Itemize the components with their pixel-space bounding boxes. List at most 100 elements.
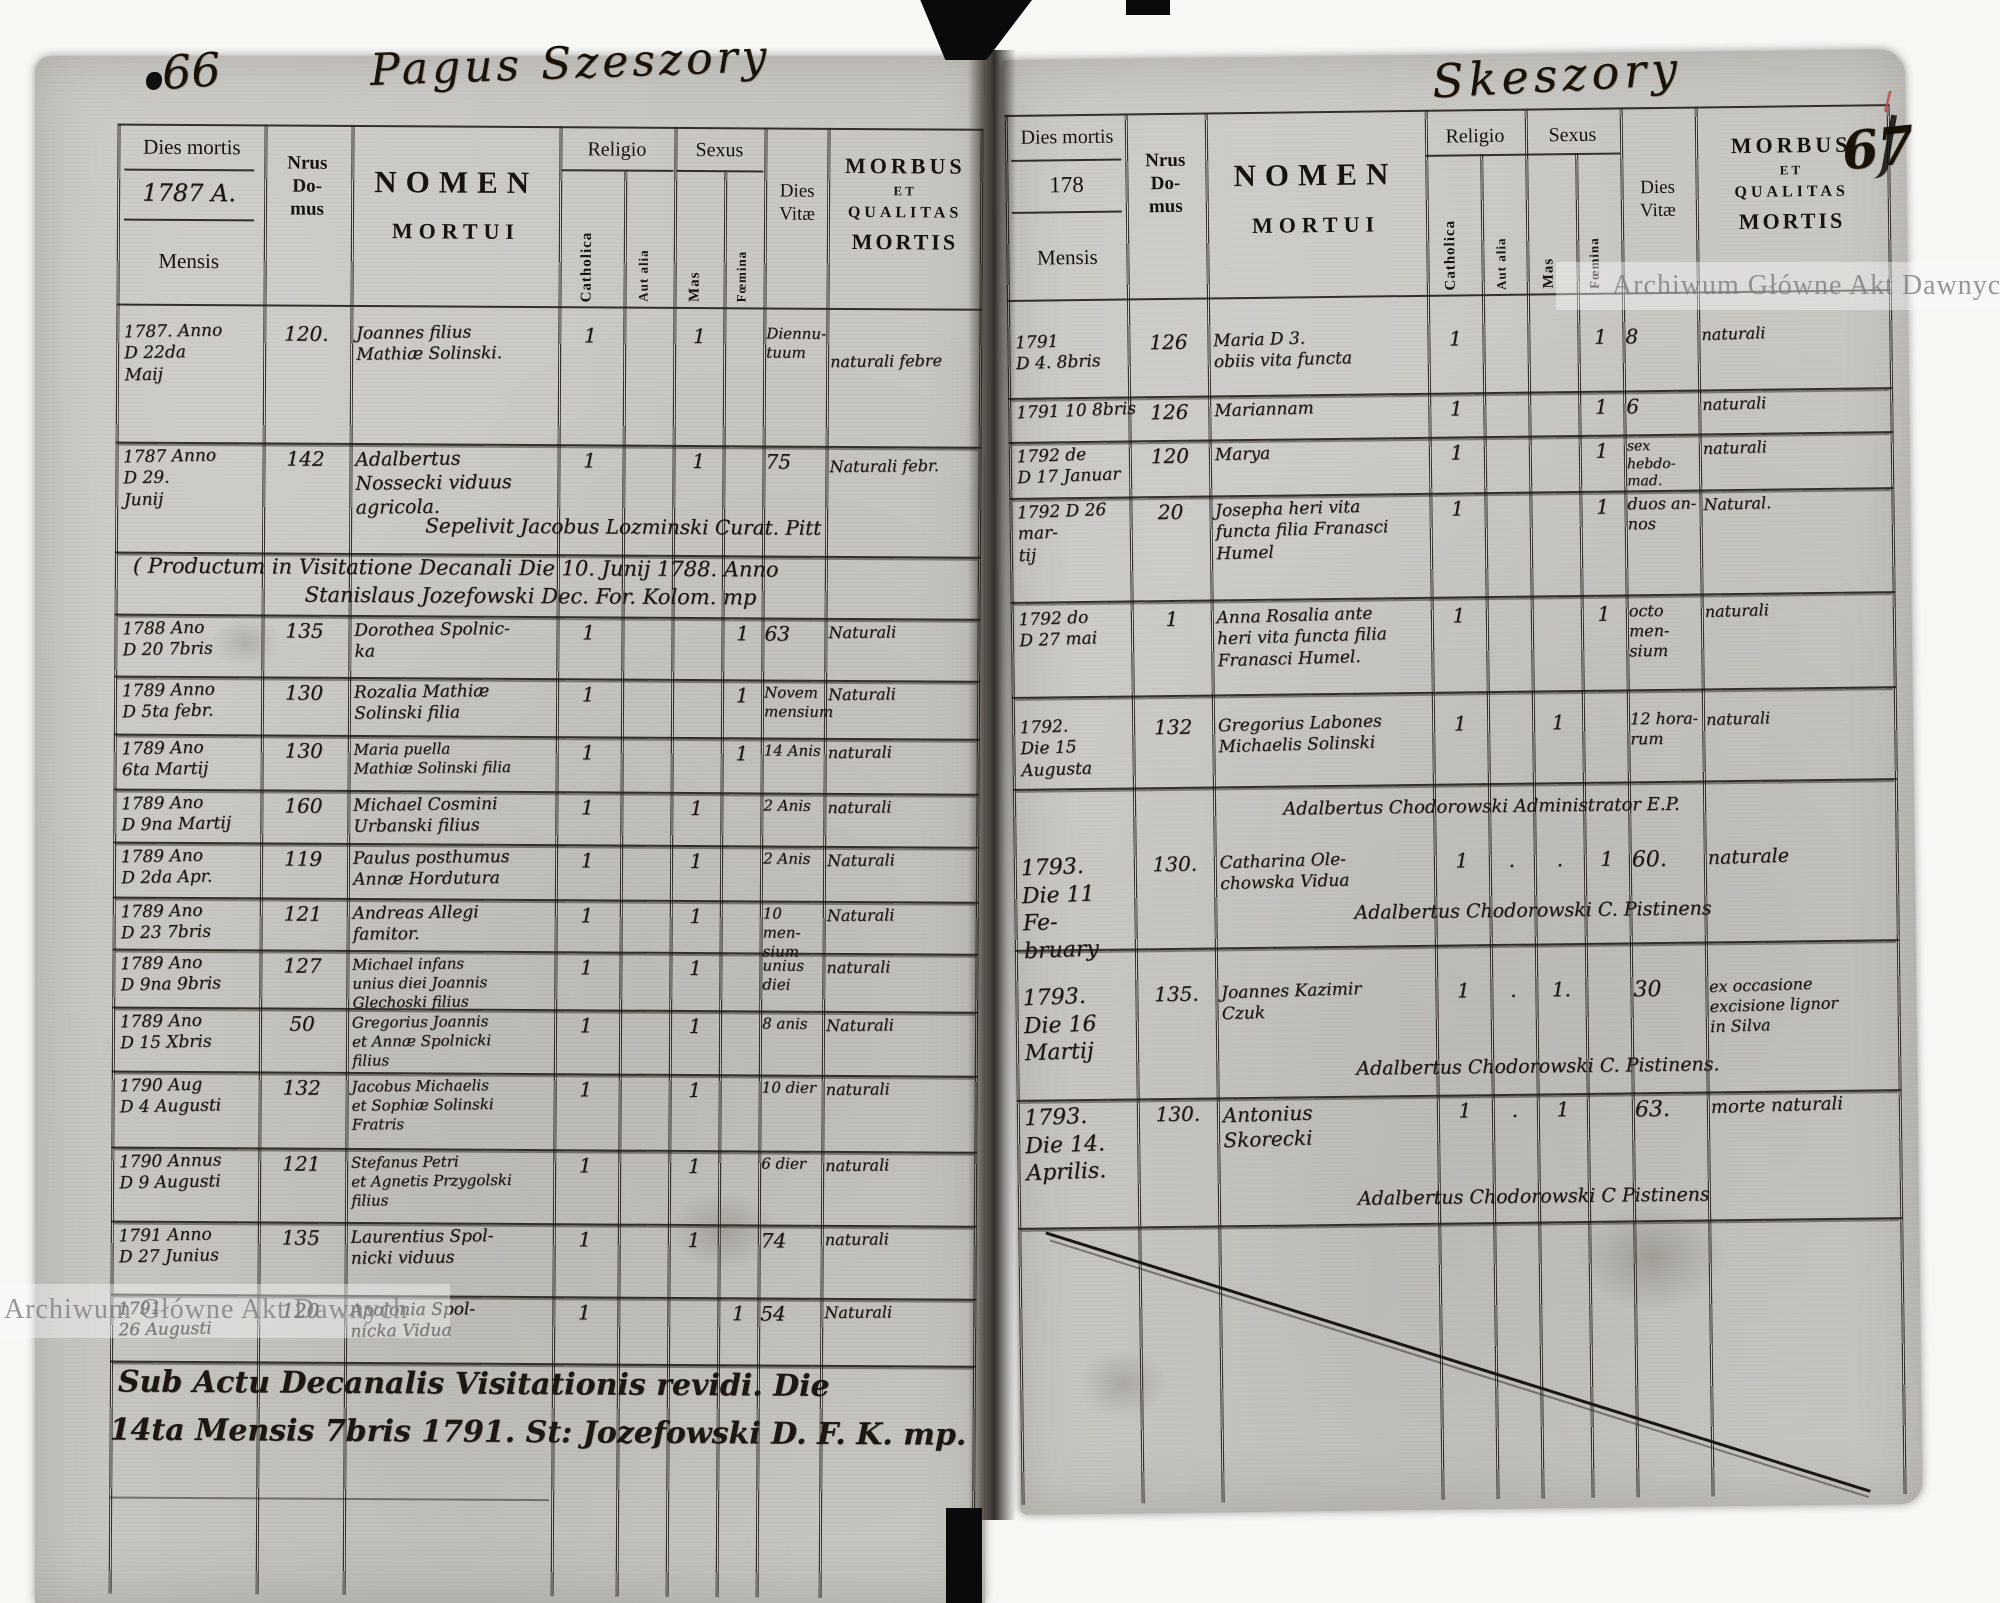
name-cell: Josepha heri vita functa filia Franasci … bbox=[1214, 496, 1389, 564]
catholica-cell: 1 bbox=[581, 740, 595, 765]
table-row: 1789 Ano D 9na Martij 160 Michael Cosmin… bbox=[113, 788, 980, 849]
catholica-cell: 1 bbox=[581, 682, 595, 707]
header-dies-vitae: Dies Vitæ bbox=[1639, 176, 1676, 222]
nrus-cell: 20 bbox=[1157, 499, 1184, 525]
catholica-cell: 1 bbox=[1448, 326, 1462, 351]
dies-vitae-cell: 6 bbox=[1626, 394, 1640, 419]
morbus-cell: naturali bbox=[825, 1079, 890, 1100]
mas-cell: . bbox=[1556, 847, 1564, 872]
name-cell: Mariannam bbox=[1214, 398, 1314, 422]
name-cell: Michael infans unius diei Joannis Glecho… bbox=[352, 954, 488, 1012]
dies-vitae-cell: unius diei bbox=[762, 956, 804, 994]
dies-vitae-cell: 2 Anis bbox=[763, 796, 811, 815]
header-bottom-rule bbox=[116, 303, 983, 311]
nrus-cell: 135 bbox=[281, 1225, 320, 1250]
binding-gutter-shadow bbox=[968, 50, 1016, 1520]
nrus-cell: 160 bbox=[284, 793, 323, 818]
date-cell: 1789 Anno D 5ta febr. bbox=[121, 679, 216, 723]
watermark-band bbox=[0, 1284, 450, 1338]
header-year-written: 1787 A. bbox=[142, 178, 237, 208]
morbus-cell: naturali bbox=[825, 1155, 890, 1176]
header-dies-mortis: Dies mortis bbox=[1020, 125, 1114, 149]
watermark-text: Archiwum Główne Akt Dawnych bbox=[4, 1294, 409, 1325]
name-cell: Anna Rosalia ante heri vita functa filia… bbox=[1216, 603, 1388, 671]
morbus-cell: naturali febre bbox=[830, 350, 943, 372]
nrus-cell: 130 bbox=[284, 680, 324, 705]
morbus-cell: Naturali bbox=[826, 905, 895, 926]
catholica-cell: 1 bbox=[583, 323, 597, 348]
dies-vitae-cell: Diennu- tuum bbox=[766, 324, 827, 362]
table-row: 1789 Anno D 5ta febr. 130 Rozalia Mathiæ… bbox=[113, 675, 981, 741]
morbus-cell: Naturali febr. bbox=[829, 455, 940, 477]
date-cell: 1792 D 26 mar- tij bbox=[1016, 499, 1107, 566]
morbus-cell: naturali bbox=[824, 1229, 889, 1250]
header-morbus: MORBUS bbox=[844, 152, 966, 179]
morbus-cell: Naturali bbox=[825, 1015, 894, 1036]
dies-vitae-cell: 14 Anis bbox=[763, 741, 821, 760]
closing-note-line1: Sub Actu Decanalis Visitationis revidi. … bbox=[117, 1364, 830, 1404]
morbus-cell: naturali bbox=[826, 957, 891, 978]
mas-cell: 1 bbox=[1551, 710, 1565, 735]
header-mortis: MORTIS bbox=[1738, 207, 1846, 235]
morbus-cell: naturali bbox=[827, 797, 892, 818]
nrus-cell: 130. bbox=[1152, 851, 1198, 877]
stain bbox=[1077, 1348, 1169, 1420]
nrus-cell: 130 bbox=[284, 738, 323, 763]
header-mensis: Mensis bbox=[158, 248, 220, 274]
date-cell: 1793. Die 16 Martij bbox=[1022, 983, 1097, 1067]
table-row: 1792. Die 15 Augusta 132 Gregorius Labon… bbox=[1011, 702, 1897, 791]
catholica-cell: 1 bbox=[1450, 496, 1465, 521]
dies-vitae-cell: Novem mensium bbox=[763, 683, 834, 721]
header-mas: Mas bbox=[686, 271, 703, 303]
administrator-note: Adalbertus Chodorowski Administrator E.P… bbox=[1283, 793, 1680, 820]
date-cell: 1793. Die 14. Aprilis. bbox=[1023, 1103, 1107, 1187]
table-row: 1789 Ano 6ta Martij 130 Maria puella Mat… bbox=[113, 733, 980, 796]
header-top-rule bbox=[117, 123, 984, 131]
nrus-cell: 132 bbox=[282, 1075, 321, 1100]
dies-vitae-cell: 75 bbox=[765, 449, 792, 474]
table-row: 1789 Ano D 2da Apr. 119 Paulus posthumus… bbox=[112, 841, 980, 904]
mas-cell: 1 bbox=[689, 796, 703, 821]
morbus-cell: naturali bbox=[827, 742, 892, 763]
left-page-number: 66 bbox=[160, 42, 223, 100]
header-catholica: Catholica bbox=[578, 231, 595, 303]
mas-cell: 1. bbox=[1551, 977, 1572, 1002]
header-subrule bbox=[1011, 158, 1122, 162]
catholica-cell: 1 bbox=[579, 955, 593, 980]
table-row: 1792 do D 27 mai 1 Anna Rosalia ante her… bbox=[1010, 594, 1896, 699]
priest-note: Adalbertus Chodorowski C. Pistinens. bbox=[1356, 1053, 1720, 1080]
header-nrus-domus: Nrus Do- mus bbox=[287, 152, 328, 220]
foemina-cell: 1 bbox=[735, 683, 749, 708]
table-row: 1790 Aug D 4 Augusti 132 Jacobus Michael… bbox=[111, 1070, 978, 1154]
foemina-cell: 1 bbox=[1593, 324, 1607, 349]
morbus-cell: Natural. bbox=[1703, 493, 1772, 515]
mas-cell: 1 bbox=[688, 1014, 702, 1039]
header-aut-alia: Aut alia bbox=[1493, 237, 1509, 291]
table-row: 1789 Ano D 9na 9bris 127 Michael infans … bbox=[112, 948, 979, 1014]
dies-vitae-cell: octo men- sium bbox=[1628, 600, 1670, 661]
nrus-cell: 126 bbox=[1150, 399, 1189, 425]
faint-rule bbox=[109, 1496, 550, 1502]
name-cell: Gregorius Labones Michaelis Solinski bbox=[1217, 711, 1383, 758]
catholica-cell: 1 bbox=[579, 1077, 593, 1102]
header-subrule bbox=[1425, 153, 1526, 157]
morbus-cell: naturale bbox=[1707, 844, 1790, 870]
nrus-cell: 126 bbox=[1149, 329, 1188, 355]
catholica-cell: 1 bbox=[580, 848, 594, 873]
dies-vitae-cell: 60. bbox=[1631, 846, 1667, 873]
header-subrule bbox=[676, 169, 764, 173]
name-cell: Marya bbox=[1214, 443, 1271, 466]
name-cell: Maria puella Mathiæ Solinski filia bbox=[353, 739, 512, 778]
morbus-cell: Naturali bbox=[828, 684, 896, 705]
dies-vitae-cell: 63. bbox=[1634, 1096, 1671, 1123]
table-row: 1787 Anno D 29. Junij 142 Adalbertus Nos… bbox=[114, 441, 982, 559]
dies-vitae-cell: 6 dier bbox=[761, 1154, 807, 1173]
table-row: 1793. Die 16 Martij 135. Joannes Kazimir… bbox=[1015, 969, 1901, 1102]
morbus-cell: naturali bbox=[1701, 323, 1766, 345]
name-cell: Catharina Ole- chowska Vidua bbox=[1219, 849, 1350, 895]
table-row: 1792 D 26 mar- tij 20 Josepha heri vita … bbox=[1009, 487, 1895, 604]
nrus-cell: 132 bbox=[1153, 714, 1193, 740]
catholica-cell: 1 bbox=[579, 1013, 593, 1038]
header-subrule bbox=[124, 168, 255, 172]
catholica-cell: 1 bbox=[578, 1227, 592, 1252]
